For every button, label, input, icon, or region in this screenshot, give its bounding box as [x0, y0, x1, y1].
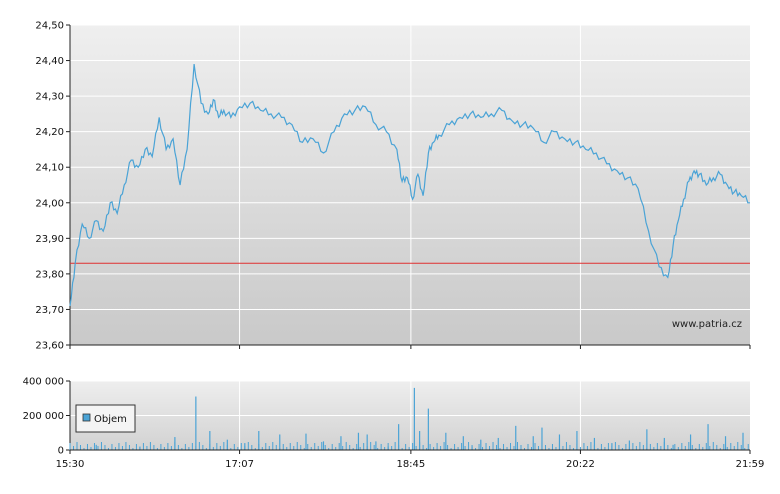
legend-swatch-objem	[82, 413, 91, 422]
x-tick-label: 18:45	[396, 459, 425, 470]
price-series-line	[69, 64, 750, 306]
volume-grid	[70, 380, 750, 450]
volume-y-tick-label: 0	[58, 446, 64, 457]
x-tick-label: 21:59	[736, 459, 765, 470]
watermark: www.patria.cz	[672, 319, 742, 330]
price-y-tick-label: 24,10	[35, 163, 64, 174]
x-tick-label: 17:07	[225, 459, 254, 470]
x-tick-label: 15:30	[56, 459, 85, 470]
price-y-tick-label: 23,60	[35, 341, 64, 352]
price-y-tick-label: 23,90	[35, 234, 64, 245]
volume-y-tick-label: 200 000	[23, 411, 64, 422]
price-y-tick-label: 23,70	[35, 305, 64, 316]
price-y-axis: 23,60 23,70 23,80 23,90 24,00 24,10 24,20 24,30…	[35, 21, 71, 352]
legend: Objem	[75, 404, 136, 433]
price-y-tick-label: 23,80	[35, 269, 64, 280]
price-y-tick-label: 24,30	[35, 92, 64, 103]
price-panel: 23,60 23,70 23,80 23,90 24,00 24,10 24,20 24,30…	[35, 21, 751, 352]
volume-y-axis: 0 200 000 400 000	[23, 377, 71, 457]
price-x-axis	[69, 344, 751, 349]
price-y-tick-label: 24,00	[35, 198, 64, 209]
volume-panel: 0 200 000 400 000 15:30 17:07 18:45 20:22 21:5…	[23, 377, 765, 471]
price-grid	[70, 24, 750, 345]
price-y-tick-label: 24,50	[35, 21, 64, 32]
price-y-tick-label: 24,20	[35, 127, 64, 138]
volume-bars	[69, 387, 749, 450]
x-tick-label: 20:22	[566, 459, 595, 470]
volume-x-axis: 15:30 17:07 18:45 20:22 21:59	[56, 449, 765, 470]
price-y-tick-label: 24,40	[35, 56, 64, 67]
legend-label-objem: Objem	[94, 414, 127, 425]
volume-y-tick-label: 400 000	[23, 377, 64, 388]
